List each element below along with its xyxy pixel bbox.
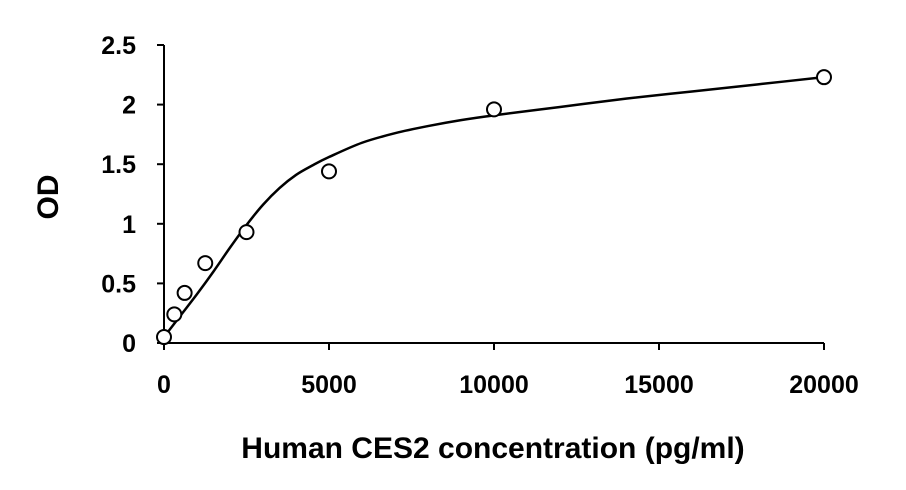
fit-curve	[163, 75, 825, 338]
y-tick-label: 0	[122, 330, 136, 358]
data-point	[197, 255, 214, 272]
y-tick-label: 0.5	[101, 270, 136, 298]
data-point	[816, 69, 832, 86]
data-point	[486, 101, 502, 118]
axes	[163, 45, 824, 344]
y-tick-label: 1.5	[101, 151, 136, 179]
x-tick-label: 5000	[301, 371, 357, 399]
data-point	[321, 163, 337, 180]
points-layer	[156, 69, 832, 346]
data-point	[238, 224, 255, 241]
data-point	[176, 284, 193, 301]
x-tick-label: 20000	[789, 371, 859, 399]
y-axis-title: OD	[32, 175, 65, 220]
y-tick-label: 2.5	[101, 32, 136, 60]
x-tick-label: 0	[157, 371, 171, 399]
y-tick-label: 1	[122, 211, 136, 239]
x-axis-title: Human CES2 concentration (pg/ml)	[241, 432, 744, 465]
x-tick-label: 10000	[459, 371, 529, 399]
data-point	[166, 306, 183, 323]
fit-curve-layer	[163, 75, 825, 338]
y-tick-label: 2	[122, 92, 136, 120]
x-tick-label: 15000	[624, 371, 694, 399]
ticks: 0 5000 10000 15000 20000 0 0.5 1 1.5 2 2.5	[101, 32, 859, 399]
data-point	[156, 329, 172, 346]
